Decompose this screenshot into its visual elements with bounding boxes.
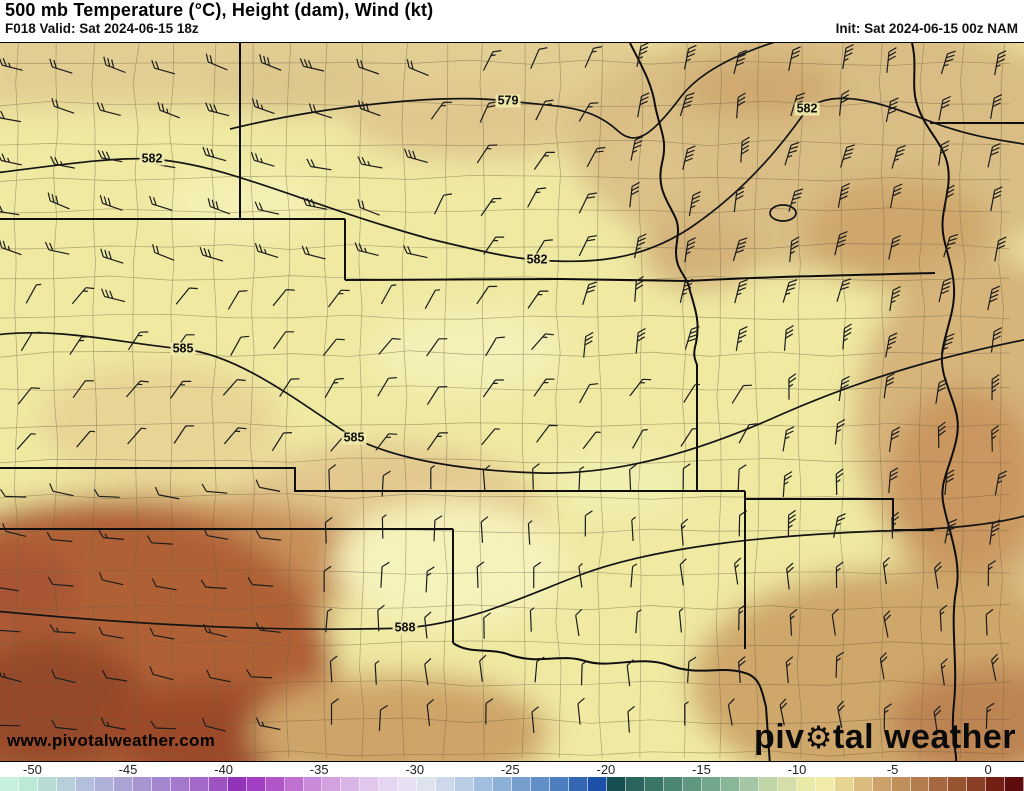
colorbar-cell [948,777,968,791]
colorbar-cell [246,777,266,791]
colorbar-tick: -45 [118,762,138,777]
colorbar-cell [284,777,304,791]
colorbar-tick: -15 [692,762,711,777]
colorbar-cell [588,777,607,791]
contour-label: 579 [495,93,521,108]
colorbar-cell [0,777,19,791]
gear-icon: ⚙ [804,720,833,755]
colorbar-tick: -40 [214,762,234,777]
page-title: 500 mb Temperature (°C), Height (dam), W… [5,0,434,20]
contour-label: 585 [341,430,367,445]
colorbar-cell [986,777,1006,791]
colorbar-cell [75,777,95,791]
colorbar-tick: -20 [596,762,616,777]
colorbar-cell [455,777,475,791]
contour-label: 585 [170,341,196,356]
colorbar-cell [132,777,152,791]
colorbar-cell [967,777,987,791]
colorbar-cell [758,777,778,791]
colorbar-cell [113,777,133,791]
colorbar-cell [341,777,361,791]
colorbar-cell [265,777,285,791]
colorbar-cell [607,777,626,791]
wind-barbs [0,43,1008,734]
red-river [452,642,771,761]
colorbar-cell [853,777,873,791]
colorbar-tick: -50 [23,762,42,777]
colorbar-cell [739,777,759,791]
colorbar-cell [94,777,114,791]
colorbar-cell [303,777,323,791]
colorbar-cell [360,777,380,791]
contour-label: 588 [392,620,418,635]
colorbar-tick: -5 [886,762,899,777]
colorbar-cell [398,777,418,791]
colorbar-cell [227,777,247,791]
colorbar-cell [663,777,683,791]
county-boundaries [0,43,1011,759]
colorbar-cell [891,777,911,791]
colorbar-tick: -25 [500,762,520,777]
colorbar-cell [682,777,702,791]
colorbar-cell [322,777,342,791]
colorbar-cell [417,777,437,791]
missouri-river [629,43,699,491]
colorbar-cell [531,777,551,791]
colorbar-cell [512,777,532,791]
header: 500 mb Temperature (°C), Height (dam), W… [0,0,1024,42]
colorbar-tick: -35 [309,762,329,777]
colorbar-cell [379,777,399,791]
colorbar-cell [550,777,570,791]
colorbar-cell [644,777,664,791]
colorbar-swatches [0,777,1024,791]
valid-time-label: F018 Valid: Sat 2024-06-15 18z [5,21,199,36]
pivotal-weather-logo: piv⚙tal weather [753,718,1016,756]
watermark-url: www.pivotalweather.com [7,731,216,750]
init-time-label: Init: Sat 2024-06-15 00z NAM [835,21,1018,36]
colorbar-cell [910,777,930,791]
colorbar-cell [189,777,209,791]
map-canvas: 579 582 582 582 585 585 588 www.pivotalweather… [0,42,1024,762]
colorbar-cell [37,777,57,791]
colorbar-tick: -10 [787,762,807,777]
colorbar-tick: 0 [984,762,992,777]
contour-label: 582 [794,101,820,116]
colorbar-cell [872,777,892,791]
contour-label: 582 [524,252,550,267]
colorbar-cell [18,777,38,791]
colorbar-cell [777,777,797,791]
colorbar-cell [474,777,494,791]
colorbar-cell [569,777,589,791]
colorbar-tick: -30 [405,762,425,777]
colorbar-cell [929,777,949,791]
colorbar-cell [493,777,513,791]
colorbar-cell [436,777,456,791]
contour-label: 582 [139,151,165,166]
temperature-colorbar: -50 -45 -40 -35 -30 -25 -20 -15 -10 -5 0 [0,762,1024,791]
colorbar-cell [56,777,76,791]
colorbar-cell [701,777,721,791]
colorbar-cell [1005,777,1024,791]
colorbar-cell [815,777,835,791]
colorbar-cell [170,777,190,791]
colorbar-cell [151,777,171,791]
colorbar-cell [720,777,740,791]
colorbar-cell [625,777,645,791]
colorbar-tick-labels: -50 -45 -40 -35 -30 -25 -20 -15 -10 -5 0 [0,762,1024,777]
colorbar-cell [796,777,816,791]
colorbar-cell [208,777,228,791]
colorbar-cell [834,777,854,791]
